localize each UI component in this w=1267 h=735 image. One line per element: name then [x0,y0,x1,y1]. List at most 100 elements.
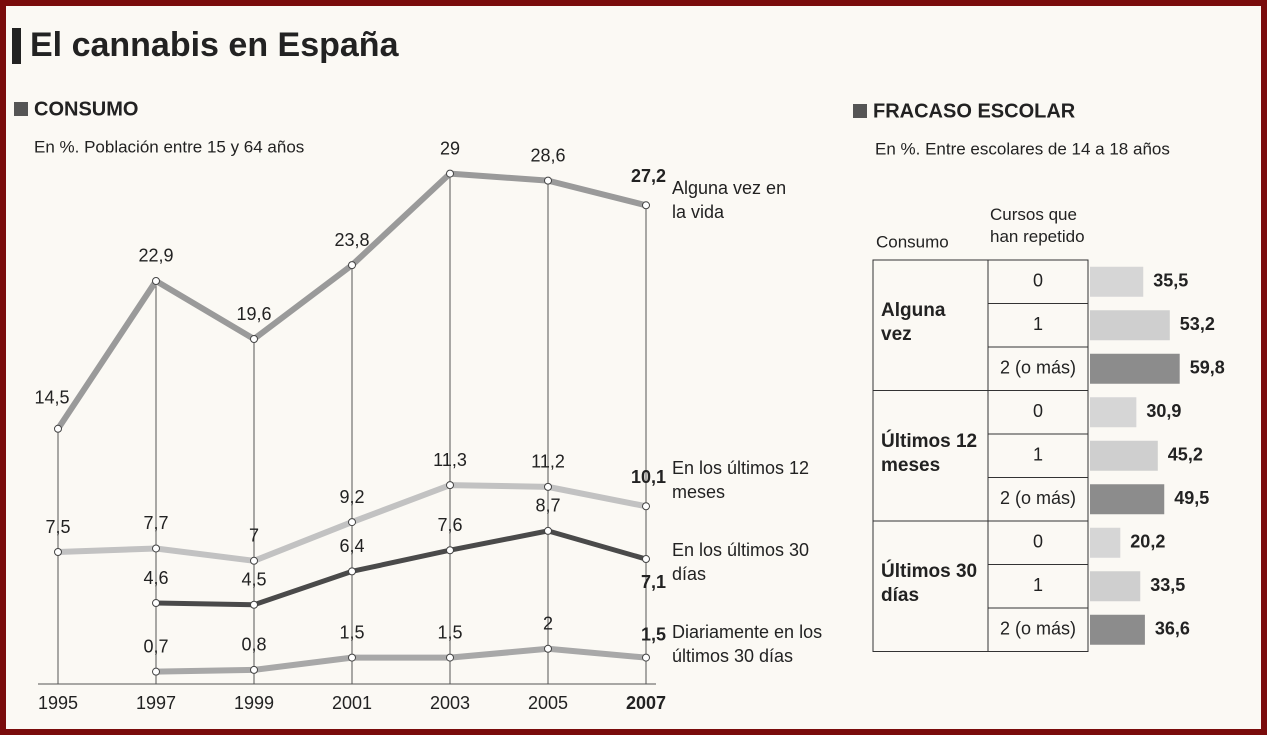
x-tick-label: 2001 [332,693,372,713]
value-label: 29 [440,138,460,158]
point [152,667,160,676]
point [250,335,258,344]
point [152,276,160,285]
value-label: 45,2 [1168,445,1203,465]
value-label: 7,7 [143,513,168,533]
group-label: Alguna vez [881,300,946,346]
section-title: CONSUMO [34,98,138,120]
section-marker [853,104,867,118]
value-label: 49,5 [1174,488,1209,508]
value-label: 2 [543,614,553,634]
x-tick-label: 2005 [528,693,568,713]
value-label: 8,7 [535,496,560,516]
category-label: 1 [1033,575,1043,595]
legend-label: En los últimos 30 días [672,540,810,584]
value-label: 53,2 [1180,314,1215,334]
value-label: 22,9 [138,246,173,266]
legend-label: Alguna vez en la vida [672,178,787,222]
bar [1090,614,1145,645]
value-label: 7,6 [437,515,462,535]
point [642,201,650,210]
category-label: 0 [1033,532,1043,552]
value-label: 14,5 [34,388,69,408]
bar [1090,353,1180,384]
table-frame [872,259,1089,652]
x-tick-label: 1999 [234,693,274,713]
legend-label: Diariamente en los últimos 30 días [672,622,823,666]
page-title: El cannabis en España [30,26,400,64]
category-label: 0 [1033,401,1043,421]
point [348,653,356,662]
point [642,653,650,662]
value-label: 28,6 [530,145,565,165]
bar [1090,310,1170,341]
bar [1090,266,1144,297]
value-label: 19,6 [236,304,271,324]
category-label: 2 (o más) [1000,358,1076,378]
x-tick-label: 2007 [626,693,666,713]
category-label: 0 [1033,271,1043,291]
point [250,600,258,609]
point [348,518,356,527]
point [348,261,356,270]
legend-label: En los últimos 12 meses [672,458,810,502]
value-label: 7,5 [45,517,70,537]
point [642,502,650,511]
bar [1090,397,1137,428]
bar [1090,484,1165,515]
value-label: 0,8 [241,635,266,655]
value-label: 0,7 [143,636,168,656]
value-label: 11,3 [433,450,467,470]
section-title: FRACASO ESCOLAR [873,100,1076,122]
point [348,567,356,576]
point [152,544,160,553]
value-label: 20,2 [1130,532,1165,552]
group-label: Últimos 30 días [881,561,978,607]
value-label: 1,5 [437,622,462,642]
value-label: 11,2 [531,452,565,472]
x-tick-label: 2003 [430,693,470,713]
category-label: 2 (o más) [1000,619,1076,639]
value-label: 30,9 [1146,401,1181,421]
section-marker [14,102,28,116]
subtitle: En %. Entre escolares de 14 a 18 años [875,139,1170,158]
point [544,482,552,491]
title-marker [12,28,21,64]
point [152,599,160,608]
column-header: Cursos que han repetido [990,205,1085,246]
x-tick-label: 1997 [136,693,176,713]
value-label: 1,5 [339,622,364,642]
value-label: 7,1 [641,572,666,592]
value-label: 4,5 [241,570,266,590]
point [544,176,552,185]
column-header: Consumo [876,232,949,251]
point [250,556,258,565]
value-label: 7 [249,526,259,546]
point [544,644,552,653]
series-line [155,528,647,608]
value-label: 27,2 [631,166,666,186]
value-label: 23,8 [334,230,369,250]
bar [1090,571,1141,602]
point [54,424,62,433]
subtitle: En %. Población entre 15 y 64 años [34,137,304,156]
point [446,481,454,490]
bar [1090,527,1121,558]
value-label: 4,6 [143,568,168,588]
series-line [155,645,647,675]
value-label: 59,8 [1190,358,1225,378]
point [446,546,454,555]
category-label: 2 (o más) [1000,488,1076,508]
value-label: 36,6 [1155,619,1190,639]
point [54,548,62,556]
value-label: 9,2 [339,487,364,507]
value-label: 35,5 [1153,271,1188,291]
point [250,665,258,674]
value-label: 10,1 [631,467,666,487]
point [544,526,552,535]
point [642,555,650,564]
category-label: 1 [1033,314,1043,334]
point [446,169,454,178]
